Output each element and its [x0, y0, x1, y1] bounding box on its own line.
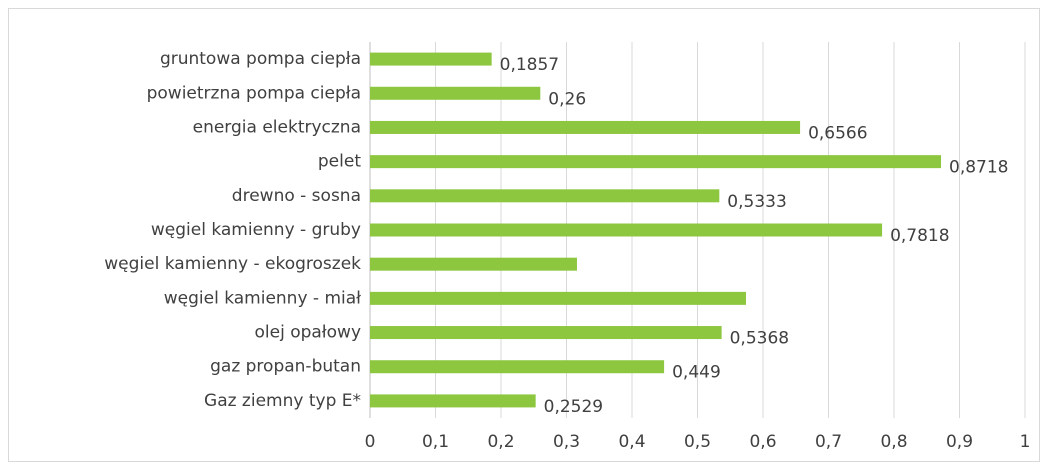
bar	[370, 360, 665, 374]
x-tick-label: 0,4	[618, 432, 645, 452]
x-tick-label: 0,8	[880, 432, 907, 452]
x-tick-label: 0,5	[684, 432, 711, 452]
data-label: 0,6566	[808, 123, 867, 143]
y-tick-label: powietrzna pompa ciepła	[147, 83, 361, 103]
bar	[370, 155, 942, 169]
y-tick-label: drewno - sosna	[232, 186, 361, 206]
x-tick-label: 0,7	[815, 432, 842, 452]
y-tick-label: węgiel kamienny - ekogroszek	[104, 254, 361, 274]
data-label: 0,449	[672, 363, 721, 383]
y-tick-label: gaz propan-butan	[210, 357, 361, 377]
x-tick-label: 1	[1020, 432, 1031, 452]
x-tick-label: 0,3	[553, 432, 580, 452]
bar	[370, 52, 492, 66]
data-label: 0,5368	[730, 329, 789, 349]
data-label: 0,8718	[949, 158, 1008, 178]
bar	[370, 394, 536, 408]
bar	[370, 120, 801, 134]
y-tick-label: energia elektryczna	[193, 117, 361, 137]
bar	[370, 326, 722, 340]
y-tick-label: gruntowa pompa ciepła	[160, 49, 361, 69]
data-label: 0,2529	[544, 397, 603, 417]
x-tick-label: 0,6	[749, 432, 776, 452]
x-tick-label: 0	[365, 432, 376, 452]
x-tick-label: 0,9	[946, 432, 973, 452]
data-label: 0,7818	[890, 226, 949, 246]
y-tick-label: pelet	[318, 152, 361, 172]
x-tick-label: 0,2	[487, 432, 514, 452]
bar	[370, 291, 746, 305]
data-label: 0,1857	[500, 55, 559, 75]
y-tick-label: Gaz ziemny typ E*	[204, 391, 361, 411]
bar	[370, 86, 541, 100]
x-tick-label: 0,1	[422, 432, 449, 452]
data-label: 0,5333	[727, 192, 786, 212]
bar	[370, 257, 577, 271]
y-tick-label: węgiel kamienny - gruby	[151, 220, 361, 240]
bar	[370, 189, 720, 203]
bar	[370, 223, 883, 237]
data-label: 0,26	[548, 89, 586, 109]
y-tick-label: węgiel kamienny - miał	[164, 288, 361, 308]
y-tick-label: olej opałowy	[254, 323, 361, 343]
